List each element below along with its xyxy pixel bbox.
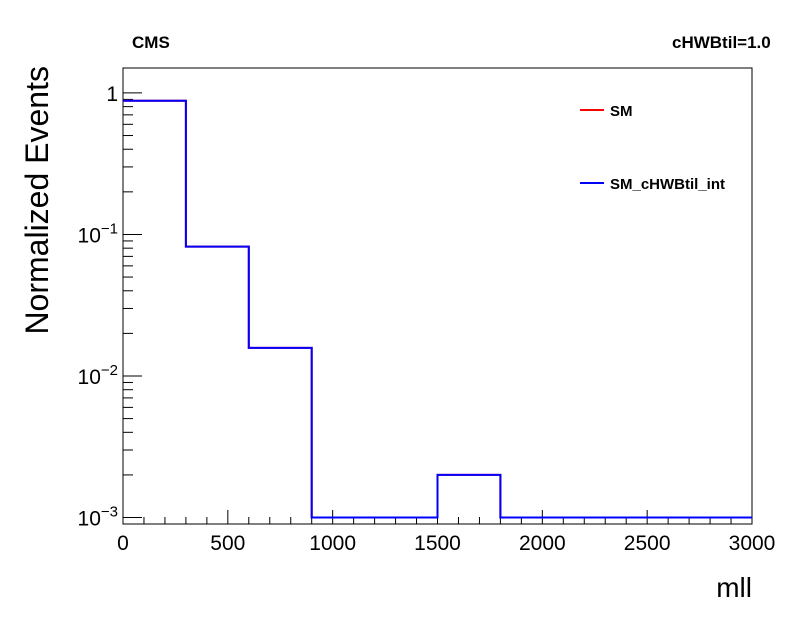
x-tick-label: 500	[210, 532, 245, 555]
x-tick-label: 2500	[624, 532, 671, 555]
y-tick-label: 10−1	[78, 220, 118, 247]
x-tick-label: 1000	[309, 532, 356, 555]
y-tick-label: 1	[106, 83, 118, 106]
y-tick-label: 10−2	[78, 362, 118, 389]
parameter-label: cHWBtil=1.0	[672, 33, 771, 52]
y-tick-label: 10−3	[78, 504, 118, 531]
series-layer	[123, 99, 752, 519]
legend-label-sm: SM	[610, 103, 633, 120]
x-tick-label: 0	[117, 532, 129, 555]
legend: SM SM_cHWBtil_int	[580, 103, 725, 193]
plot-frame	[122, 67, 753, 525]
y-axis: 1 10−1 10−2 10−3	[78, 83, 142, 531]
y-axis-title: Normalized Events	[19, 66, 55, 335]
series-sm-chwbtil-int-line	[123, 99, 752, 519]
series-sm-line	[123, 99, 752, 519]
x-tick-label: 3000	[729, 532, 776, 555]
experiment-label: CMS	[132, 33, 170, 52]
legend-label-sm-chwbtil-int: SM_cHWBtil_int	[610, 176, 725, 193]
x-axis-title: mll	[716, 572, 752, 603]
x-tick-label: 1500	[414, 532, 461, 555]
x-tick-label: 2000	[519, 532, 566, 555]
